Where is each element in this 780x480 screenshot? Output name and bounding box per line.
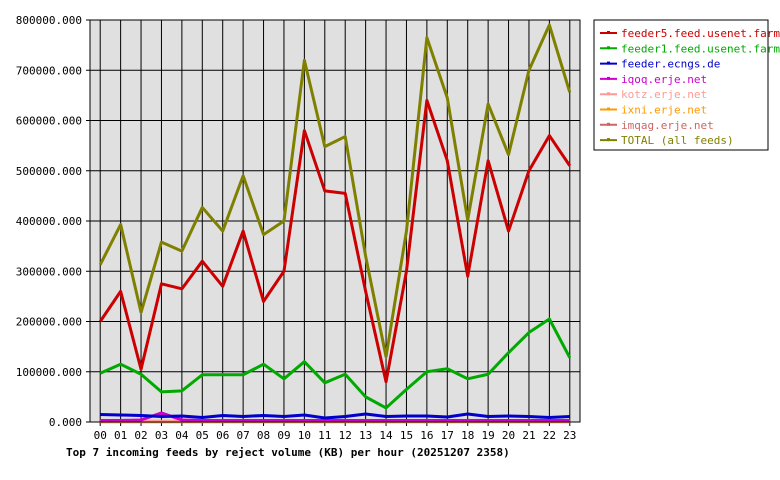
- legend-label-feeder-ecngs-de: feeder.ecngs.de: [621, 58, 720, 71]
- x-tick-label: 00: [94, 429, 107, 442]
- y-axis: 0.000 100000.000 200000.000 300000.000 40000…: [16, 14, 90, 429]
- legend-label-imqag-erje-net: imqag.erje.net: [621, 119, 714, 132]
- series-line-feeder5-feed-usenet-farm: [98, 98, 572, 384]
- chart-title: Top 7 incoming feeds by reject volume (K…: [66, 446, 510, 459]
- y-tick-label: 200000.000: [16, 316, 82, 329]
- legend-marker-feeder-ecngs-de: [607, 61, 610, 65]
- legend-marker-feeder1-feed-usenet-farm: [607, 46, 610, 50]
- x-tick-label: 04: [175, 429, 189, 442]
- legend-marker-feeder5-feed-usenet-farm: [607, 31, 610, 34]
- legend-label-kotz-erje-net: kotz.erje.net: [621, 88, 707, 101]
- x-tick-label: 08: [257, 429, 270, 442]
- x-tick-label: 09: [277, 429, 290, 442]
- y-tick-label: 800000.000: [16, 14, 82, 27]
- x-tick-label: 16: [420, 429, 433, 442]
- x-tick-label: 06: [216, 429, 229, 442]
- plot-frame: [89, 19, 581, 423]
- legend-marker-iqoq-erje-net: [607, 76, 610, 80]
- x-tick-label: 14: [379, 429, 393, 442]
- x-tick-label: 07: [237, 429, 250, 442]
- x-tick-label: 23: [563, 429, 576, 442]
- y-tick-label: 500000.000: [16, 165, 82, 178]
- y-tick-label: 0.000: [49, 416, 82, 429]
- x-tick-label: 01: [114, 429, 127, 442]
- x-tick-label: 19: [482, 429, 495, 442]
- x-tick-label: 13: [359, 429, 372, 442]
- x-tick-label: 11: [318, 429, 331, 442]
- x-tick-label: 18: [461, 429, 474, 442]
- legend-label-total-all-feeds: TOTAL (all feeds): [621, 134, 734, 147]
- x-tick-label: 21: [522, 429, 535, 442]
- y-tick-label: 600000.000: [16, 115, 82, 128]
- series-line-feeder-ecngs-de: [100, 412, 570, 420]
- x-tick-label: 03: [155, 429, 168, 442]
- x-tick-label: 02: [134, 429, 147, 442]
- x-tick-label: 20: [502, 429, 515, 442]
- y-tick-label: 300000.000: [16, 265, 82, 278]
- series-line-feeder1-feed-usenet-farm: [99, 317, 572, 410]
- y-tick-label: 400000.000: [16, 215, 82, 228]
- legend-box: [593, 19, 769, 151]
- x-tick-label: 12: [339, 429, 352, 442]
- x-tick-label: 05: [196, 429, 209, 442]
- x-tick-label: 17: [441, 429, 454, 442]
- x-tick-label: 10: [298, 429, 311, 442]
- legend-label-iqoq-erje-net: iqoq.erje.net: [621, 73, 707, 86]
- legend-marker-imqag-erje-net: [607, 122, 610, 126]
- x-tick-label: 22: [543, 429, 556, 442]
- legend-label-ixni-erje-net: ixni.erje.net: [621, 104, 707, 117]
- x-tick-label: 15: [400, 429, 413, 442]
- legend-marker-total-all-feeds: [607, 138, 610, 142]
- legend-label-feeder1-feed-usenet-farm: feeder1.feed.usenet.farm: [621, 42, 780, 55]
- legend: feeder5.feed.usenet.farm feeder1.feed.use…: [593, 19, 780, 151]
- legend-marker-kotz-erje-net: [607, 92, 610, 96]
- series-line-iqoq-erje-net: [100, 411, 570, 422]
- series-line-total-all-feeds: [98, 23, 572, 359]
- x-axis: 00 01 02 03 04 05 06 07 08 09 10 11 12 13 14 15 16 17 18 19…: [94, 422, 576, 442]
- y-tick-label: 100000.000: [16, 366, 82, 379]
- legend-marker-ixni-erje-net: [607, 107, 610, 111]
- legend-label-feeder5-feed-usenet-farm: feeder5.feed.usenet.farm: [621, 27, 780, 40]
- y-tick-label: 700000.000: [16, 64, 82, 77]
